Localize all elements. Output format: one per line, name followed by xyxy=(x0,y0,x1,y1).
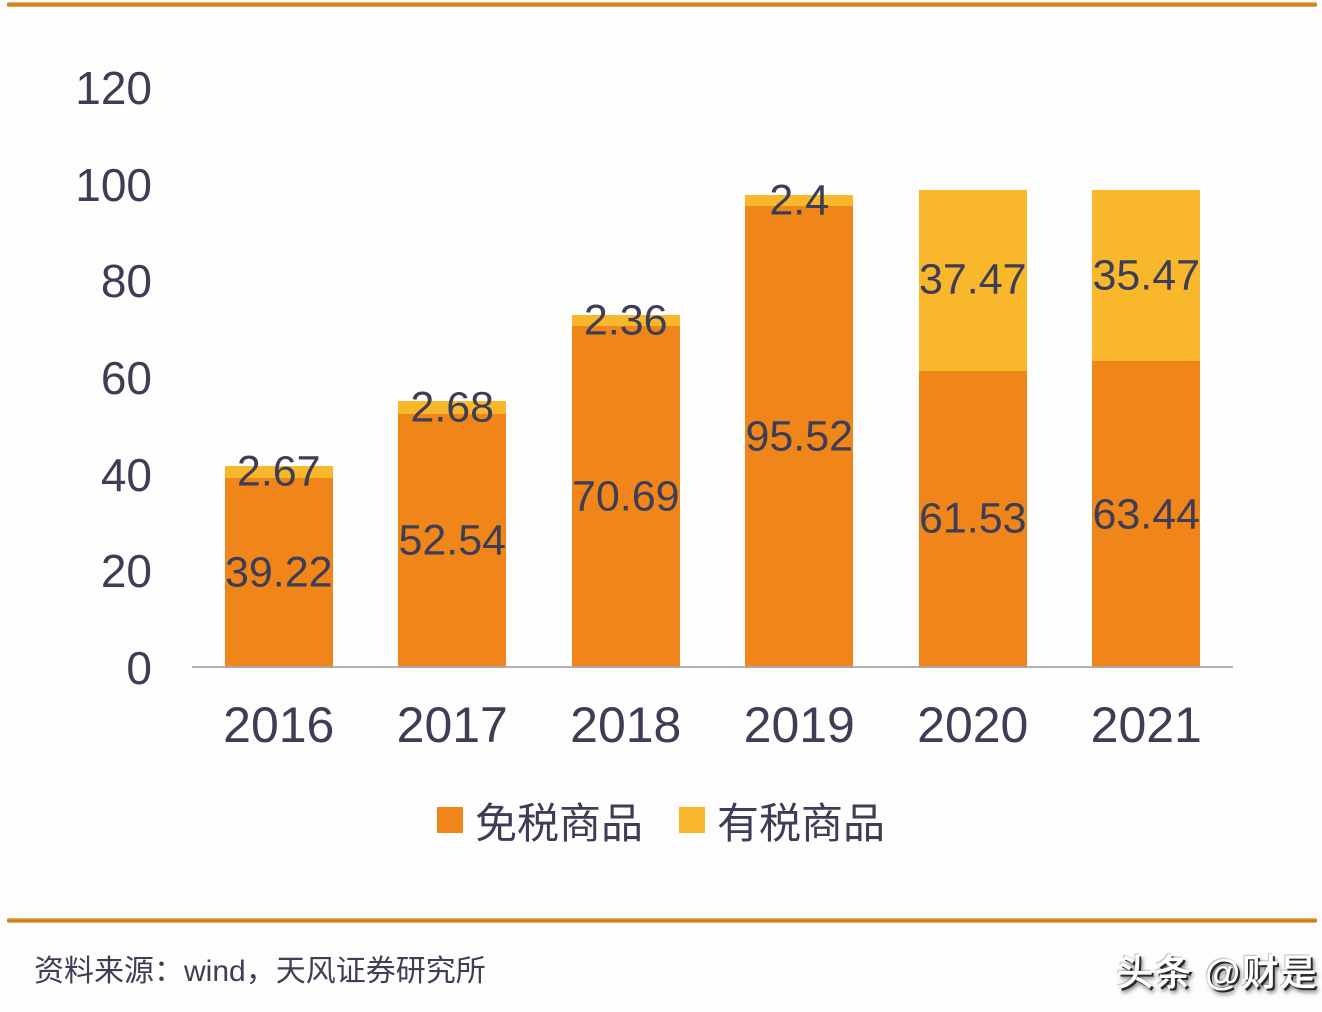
legend-item: 免税商品 xyxy=(436,790,643,851)
bar-segment-taxed xyxy=(745,194,854,207)
bar-segment-duty-free xyxy=(398,414,507,668)
bar-segment-duty-free xyxy=(918,370,1027,668)
x-axis-line xyxy=(192,666,1233,668)
legend-item: 有税商品 xyxy=(679,790,885,851)
y-tick-label: 0 xyxy=(126,642,152,694)
legend: 免税商品 有税商品 xyxy=(0,795,1322,847)
x-tick-label: 2017 xyxy=(396,697,508,753)
legend-label: 有税商品 xyxy=(717,799,886,847)
value-label: 61.53 xyxy=(918,494,1027,543)
bar-segment-duty-free xyxy=(571,326,680,668)
legend-label: 免税商品 xyxy=(474,799,643,847)
value-label: 37.47 xyxy=(918,255,1027,304)
value-label: 2.36 xyxy=(583,296,668,345)
bar-segment-taxed xyxy=(918,189,1027,371)
value-label: 95.52 xyxy=(745,412,854,461)
top-border-rule xyxy=(7,2,1317,7)
bar-segment-taxed xyxy=(1092,189,1201,362)
bottom-border-rule xyxy=(7,918,1317,923)
legend-swatch-duty-free xyxy=(436,807,463,833)
value-label: 70.69 xyxy=(571,472,680,521)
bar-segment-duty-free xyxy=(1092,361,1201,668)
legend-swatch-taxed xyxy=(679,807,705,833)
bar-segment-taxed xyxy=(224,465,333,479)
y-tick-label: 80 xyxy=(100,255,152,308)
y-tick-label: 60 xyxy=(100,352,152,404)
value-label: 2.4 xyxy=(769,176,830,225)
x-tick-label: 2016 xyxy=(223,697,335,753)
value-label: 2.68 xyxy=(410,383,495,432)
x-tick-label: 2019 xyxy=(743,697,855,753)
value-label: 52.54 xyxy=(398,516,507,565)
value-label: 2.67 xyxy=(236,447,321,496)
bar-segment-taxed xyxy=(571,314,680,327)
watermark: 头条 @财是 xyxy=(1117,952,1319,993)
y-tick-label: 20 xyxy=(100,545,152,598)
value-label: 63.44 xyxy=(1092,490,1201,539)
source-caption: 资料来源：wind，天风证券研究所 xyxy=(34,955,486,988)
x-tick-label: 2018 xyxy=(570,697,682,753)
bar-segment-duty-free xyxy=(745,206,854,668)
value-label: 39.22 xyxy=(224,548,333,597)
x-tick-label: 2020 xyxy=(917,697,1029,753)
y-tick-label: 40 xyxy=(100,448,152,501)
y-tick-label: 100 xyxy=(75,158,152,211)
bar-segment-duty-free xyxy=(224,478,333,668)
y-tick-label: 120 xyxy=(75,62,152,114)
value-label: 35.47 xyxy=(1092,251,1201,300)
x-tick-label: 2021 xyxy=(1090,697,1202,753)
bar-segment-taxed xyxy=(398,401,507,415)
